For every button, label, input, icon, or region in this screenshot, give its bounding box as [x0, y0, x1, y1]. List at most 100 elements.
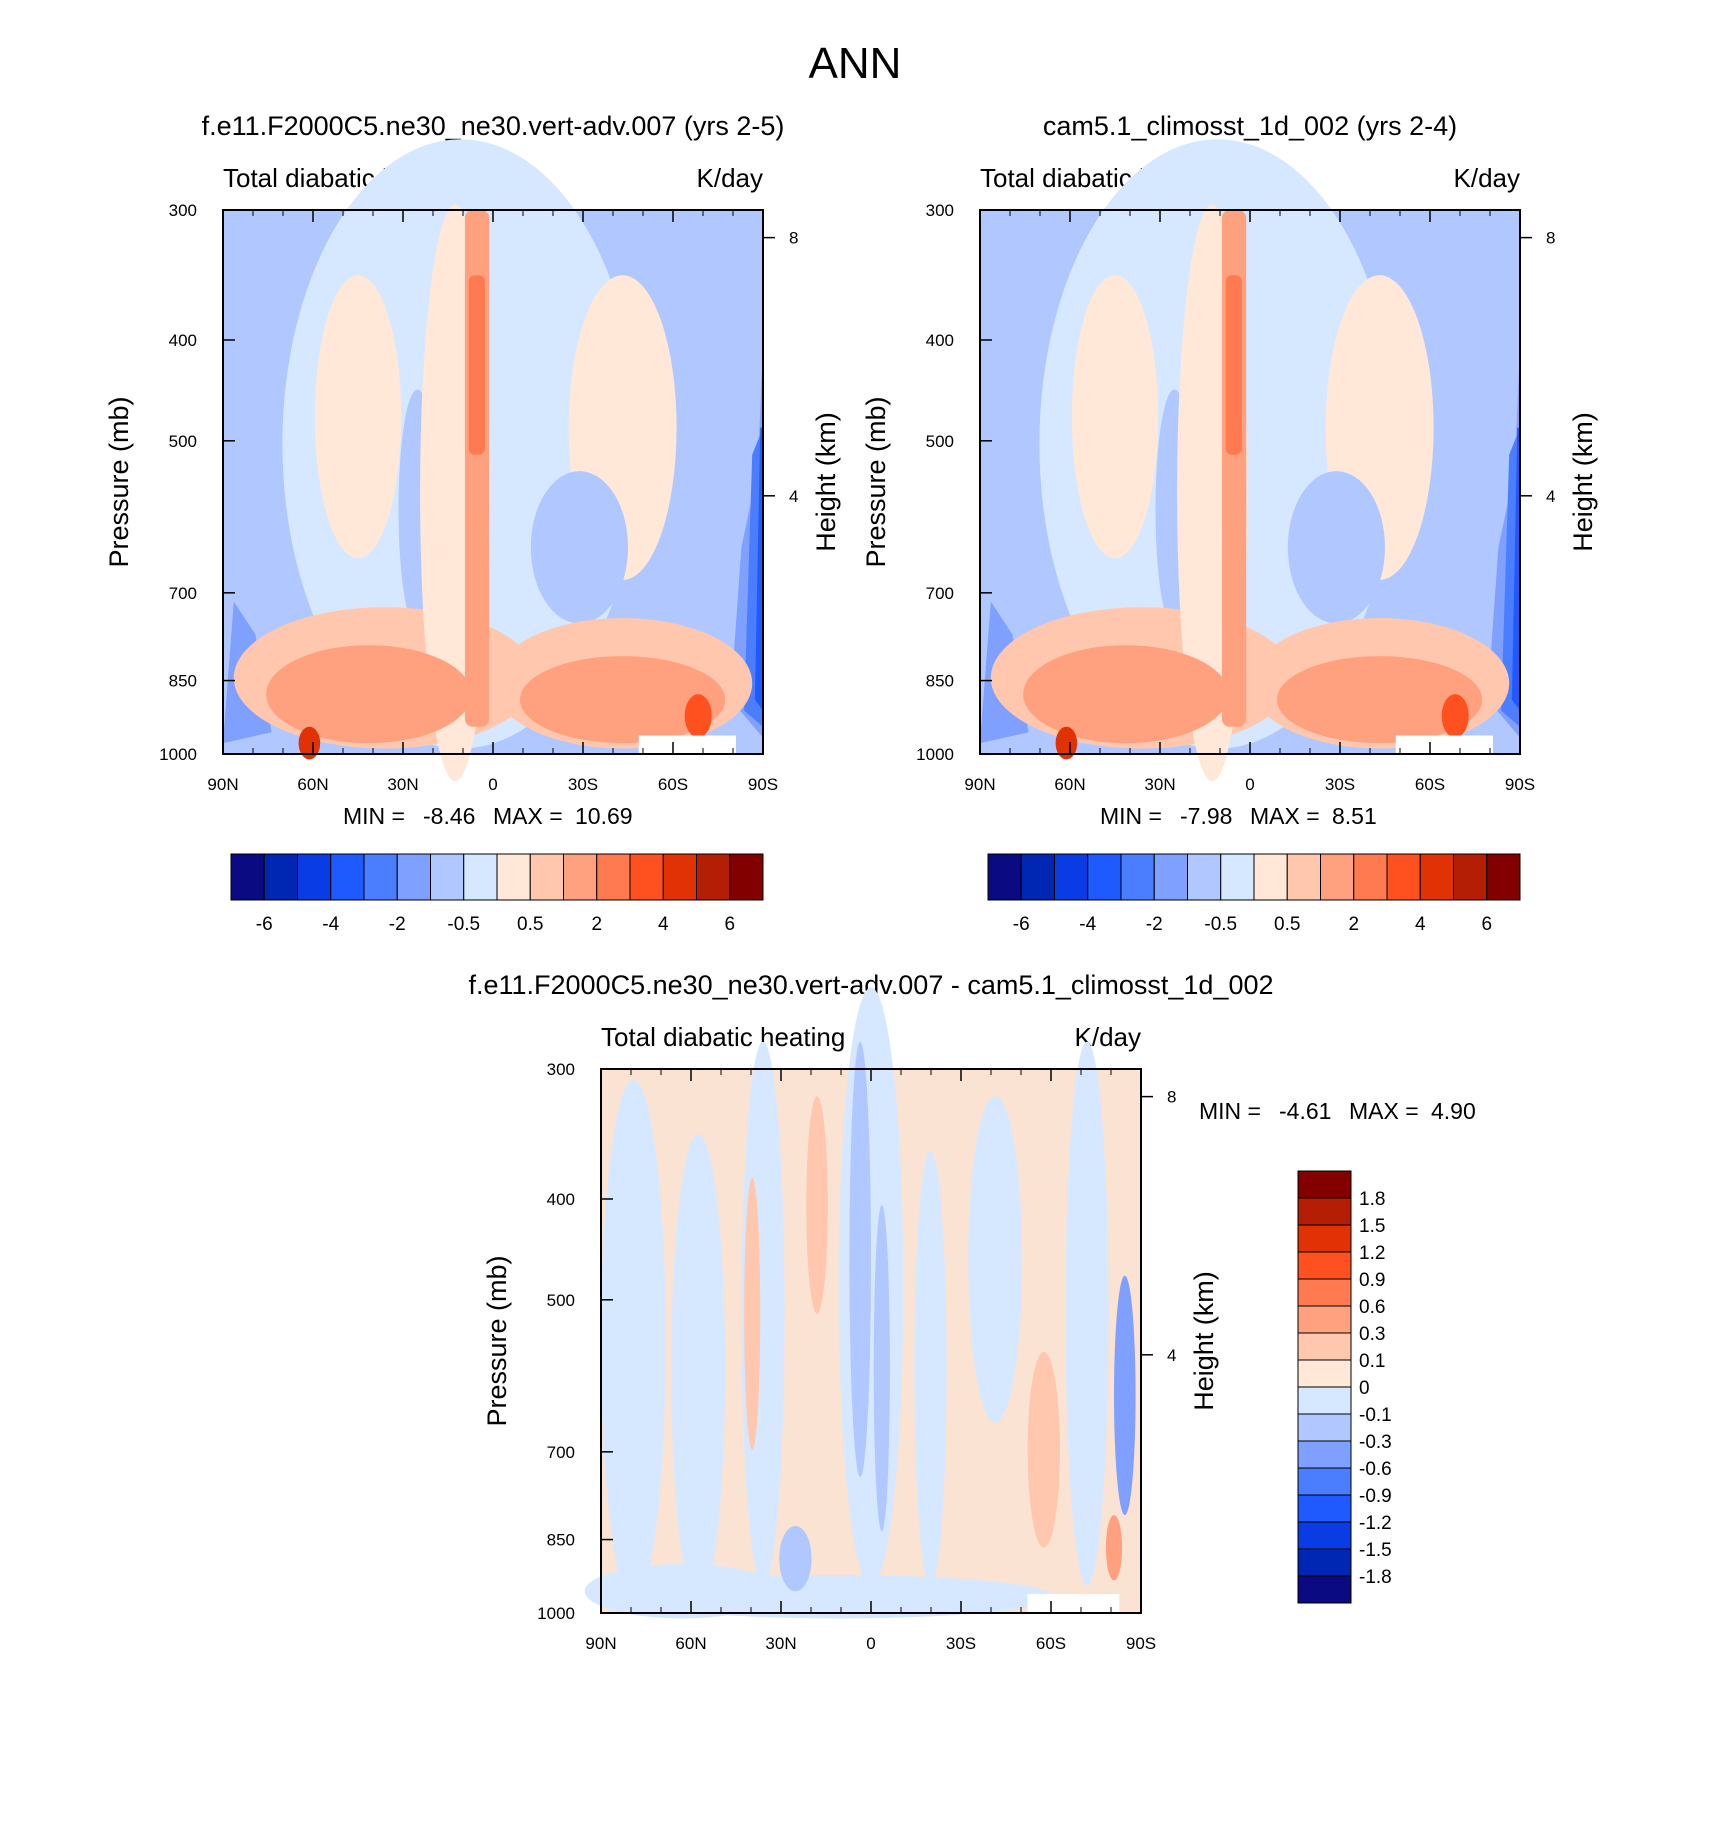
- contour-region: [1287, 471, 1385, 624]
- y2-axis-title: Height (km): [1568, 412, 1598, 552]
- colorbar-label: -2: [1146, 914, 1163, 935]
- y-tick-label: 300: [926, 201, 954, 220]
- y-tick-label: 850: [169, 672, 197, 691]
- colorbar-swatch: [1286, 853, 1321, 901]
- x-tick-label: 30S: [568, 775, 598, 794]
- y-tick-label: 700: [547, 1443, 575, 1462]
- y-tick-label: 500: [547, 1291, 575, 1310]
- colorbar-label: -0.6: [1359, 1459, 1392, 1480]
- colorbar-swatch: [430, 853, 465, 901]
- x-tick-label: 90N: [207, 775, 238, 794]
- x-tick-label: 30S: [1325, 775, 1355, 794]
- y2-axis-title: Height (km): [1189, 1271, 1219, 1411]
- y-tick-label: 400: [547, 1190, 575, 1209]
- contour-field: [584, 987, 1141, 1619]
- min-value: -8.46: [423, 803, 475, 829]
- contour-region: [1071, 275, 1159, 559]
- panel-title: cam5.1_climosst_1d_002 (yrs 2-4): [1043, 111, 1457, 141]
- x-tick-label: 30N: [1144, 775, 1175, 794]
- contour-region: [1277, 656, 1483, 744]
- left-subtitle: Total diabatic heating: [601, 1022, 845, 1052]
- x-tick-label: 60N: [675, 1634, 706, 1653]
- x-tick-label: 0: [488, 775, 497, 794]
- contour-region: [314, 275, 402, 559]
- y2-tick-label: 4: [1167, 1346, 1176, 1365]
- x-tick-label: 60N: [1054, 775, 1085, 794]
- x-tick-label: 60N: [297, 775, 328, 794]
- y2-axis-title: Height (km): [811, 412, 841, 552]
- colorbar-swatch: [363, 853, 398, 901]
- colorbar-swatch: [1297, 1467, 1352, 1496]
- contour-region: [1055, 726, 1078, 760]
- y-tick-label: 300: [547, 1060, 575, 1079]
- colorbar-label: -0.1: [1359, 1405, 1392, 1426]
- colorbar-swatch: [1153, 853, 1188, 901]
- y-tick-label: 300: [169, 201, 197, 220]
- colorbar-swatch: [496, 853, 531, 901]
- y-axis-title: Pressure (mb): [482, 1255, 512, 1426]
- colorbar-swatch: [563, 853, 598, 901]
- colorbar-swatch: [1297, 1170, 1352, 1199]
- contour-region: [468, 275, 485, 455]
- colorbar-label: 0.1: [1359, 1351, 1385, 1372]
- colorbar-swatch: [1253, 853, 1288, 901]
- colorbar-label: -4: [1079, 914, 1096, 935]
- colorbar-label: 2: [591, 914, 602, 935]
- contour-region: [779, 1525, 812, 1592]
- contour-region: [584, 1564, 780, 1619]
- colorbar-label: 0.5: [517, 914, 543, 935]
- contour-region: [1114, 1275, 1136, 1516]
- y-tick-label: 400: [926, 331, 954, 350]
- colorbar-swatch: [1297, 1224, 1352, 1253]
- colorbar-swatch: [1320, 853, 1355, 901]
- colorbar-label: 1.2: [1359, 1243, 1385, 1264]
- contour-region: [806, 1096, 828, 1314]
- contour-field: [980, 139, 1520, 782]
- contour-region: [754, 427, 763, 711]
- colorbar-swatch: [297, 853, 332, 901]
- right-subtitle: K/day: [697, 163, 764, 193]
- colorbar-label: 0: [1359, 1378, 1370, 1399]
- y-tick-label: 400: [169, 331, 197, 350]
- colorbar-label: -4: [322, 914, 339, 935]
- colorbar-swatch: [1220, 853, 1255, 901]
- colorbar-swatch: [1297, 1548, 1352, 1577]
- max-label: MAX =: [1250, 803, 1320, 829]
- min-value: -4.61: [1279, 1098, 1331, 1124]
- colorbar-swatch: [1087, 853, 1122, 901]
- contour-region: [849, 1041, 871, 1477]
- contour-region: [1027, 1593, 1120, 1613]
- colorbar-swatch: [1187, 853, 1222, 901]
- colorbar-swatch: [1054, 853, 1089, 901]
- contour-region: [530, 471, 629, 624]
- panel-title: f.e11.F2000C5.ne30_ne30.vert-adv.007 (yr…: [202, 111, 785, 141]
- y2-tick-label: 8: [1167, 1088, 1176, 1107]
- y-axis-title: Pressure (mb): [104, 396, 134, 567]
- colorbar: 1.8 1.5 1.2 0.9 0.6 0.3 0.1 0 -0.1 -0.3 -0.6 -0.9 -1…: [1297, 1170, 1392, 1604]
- colorbar-label: -1.8: [1359, 1567, 1392, 1588]
- x-tick-label: 90S: [1126, 1634, 1156, 1653]
- x-tick-label: 30N: [765, 1634, 796, 1653]
- colorbar-swatch: [1297, 1332, 1352, 1361]
- colorbar-label: -6: [256, 914, 273, 935]
- min-value: -7.98: [1180, 803, 1232, 829]
- max-value: 4.90: [1431, 1098, 1476, 1124]
- colorbar-swatch: [1297, 1521, 1352, 1550]
- x-tick-label: 90S: [1505, 775, 1535, 794]
- colorbar-swatch: [1297, 1278, 1352, 1307]
- colorbar-label: 0.3: [1359, 1324, 1385, 1345]
- colorbar-swatch: [1297, 1305, 1352, 1334]
- contour-region: [520, 656, 726, 744]
- contour-region: [684, 694, 712, 738]
- contour-region: [601, 1079, 666, 1603]
- colorbar-swatch: [463, 853, 498, 901]
- colorbar-label: 6: [1481, 914, 1492, 935]
- colorbar-label: 1.8: [1359, 1189, 1385, 1210]
- colorbar-swatch: [1486, 853, 1521, 901]
- x-tick-label: 60S: [1415, 775, 1445, 794]
- max-value: 8.51: [1332, 803, 1377, 829]
- chart-panel-control: cam5.1_climosst_1d_002 (yrs 2-4)Total di…: [861, 111, 1598, 935]
- x-tick-label: 30S: [946, 1634, 976, 1653]
- contour-region: [638, 735, 736, 754]
- colorbar-swatch: [1453, 853, 1488, 901]
